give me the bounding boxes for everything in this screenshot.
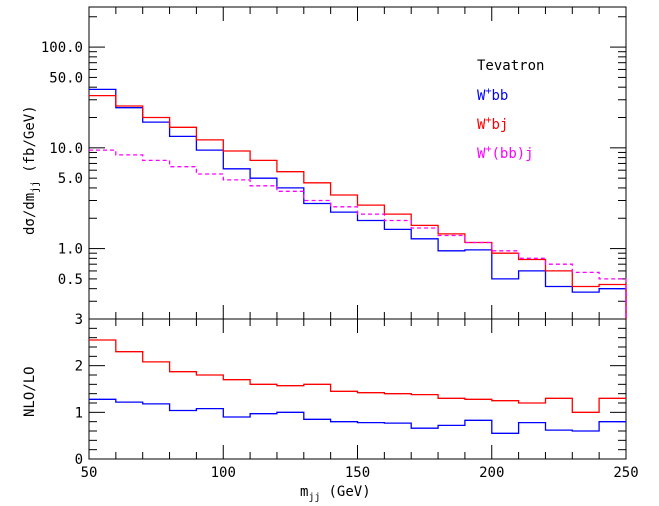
ratio-series-0-line (89, 339, 626, 413)
x-tick-label: 200 (479, 465, 504, 481)
bottom-y-tick-label: 3 (75, 312, 83, 328)
bottom-panel-series (89, 339, 626, 434)
top-panel-ticks (88, 7, 627, 320)
x-tick-label: 250 (613, 465, 638, 481)
x-axis-label-main: m (300, 484, 308, 500)
top-y-tick-label: 100.0 (41, 40, 83, 56)
top-y-tick-label: 50.0 (49, 70, 83, 86)
x-axis-label-unit: (GeV) (328, 484, 370, 500)
top-panel-y-tick-labels: 0.5 1.0 5.0 10.0 50.0 100.0 (41, 40, 83, 288)
bottom-y-axis-label: NLO/LO (22, 366, 38, 417)
legend-entry-bb: W+bb (477, 86, 508, 104)
legend-header: Tevatron (477, 58, 544, 74)
x-tick-labels: 50 100 150 200 250 (81, 465, 639, 481)
top-series-bbj-line (89, 149, 627, 319)
top-y-axis-label-sub: jj (30, 181, 41, 193)
x-tick-label: 150 (345, 465, 370, 481)
bottom-y-tick-label: 0 (75, 452, 83, 468)
top-y-axis-label-unit: (fb/GeV) (22, 105, 38, 172)
x-tick-label: 100 (211, 465, 236, 481)
bottom-panel-ticks (88, 318, 627, 460)
x-tick-label: 50 (81, 465, 98, 481)
top-y-tick-label: 5.0 (58, 171, 83, 187)
top-y-tick-label: 0.5 (58, 272, 83, 288)
bottom-panel-y-tick-labels: 0 1 2 3 (75, 312, 83, 468)
top-y-axis-label-main: dσ/dm (22, 193, 38, 235)
x-axis-label-sub: jj (308, 492, 320, 503)
x-axis-label: mjj (GeV) (300, 484, 371, 503)
top-y-tick-label: 1.0 (58, 242, 83, 258)
legend: Tevatron W+bb W+bj W+(bb)j (477, 58, 544, 162)
top-y-tick-label: 10.0 (49, 141, 83, 157)
legend-entry-bj: W+bj (477, 115, 508, 133)
top-panel-series (89, 88, 627, 319)
legend-entry-bbj: W+(bb)j (477, 144, 534, 162)
top-y-axis-label: dσ/dmjj (fb/GeV) (22, 105, 41, 235)
bottom-panel-frame (88, 318, 627, 460)
ratio-series-1-line (89, 398, 626, 434)
bottom-y-tick-label: 1 (75, 405, 83, 421)
top-series-bb-line (89, 88, 627, 319)
bottom-y-tick-label: 2 (75, 359, 83, 375)
